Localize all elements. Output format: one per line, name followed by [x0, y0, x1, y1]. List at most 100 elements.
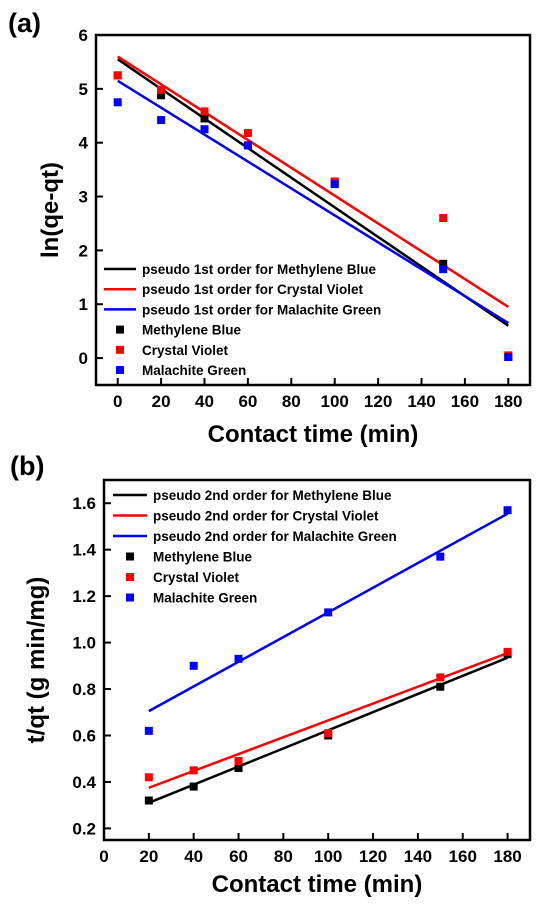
x-tick-label: 80 [274, 847, 293, 866]
legend-item: pseudo 1st order for Malachite Green [104, 302, 381, 317]
x-tick-label: 120 [359, 847, 387, 866]
x-tick-label: 100 [321, 392, 349, 411]
data-point [439, 265, 448, 274]
y-tick-label: 3 [79, 188, 88, 207]
y-tick-label: 0.8 [72, 680, 96, 699]
data-point [189, 782, 198, 791]
y-tick-label: 0 [79, 349, 88, 368]
x-tick-label: 140 [407, 392, 435, 411]
x-tick-label: 140 [404, 847, 432, 866]
data-point [157, 91, 166, 100]
y-tick-label: 1.0 [72, 634, 96, 653]
y-tick-label: 0.6 [72, 726, 96, 745]
fit-line [148, 651, 509, 789]
legend-swatch-point [126, 573, 134, 581]
x-tick-label: 0 [99, 847, 108, 866]
panel-label: (b) [10, 451, 44, 481]
data-point [324, 729, 333, 738]
y-tick-label: 1 [79, 295, 88, 314]
legend-item: Methylene Blue [116, 323, 242, 338]
y-axis-title: t/qt (g min/mg) [23, 577, 50, 744]
x-tick-label: 60 [229, 847, 248, 866]
legend-swatch-point [126, 593, 134, 602]
data-point [243, 129, 252, 137]
y-tick-label: 1.4 [72, 541, 96, 560]
x-tick-label: 120 [364, 392, 392, 411]
y-tick-label: 2 [79, 241, 88, 260]
x-tick-label: 80 [282, 392, 301, 411]
legend-label: Crystal Violet [153, 570, 240, 585]
legend-swatch-point [116, 325, 124, 334]
y-axis-title: ln(qe-qt) [37, 162, 64, 258]
x-tick-label: 180 [494, 392, 522, 411]
legend-label: pseudo 1st order for Crystal Violet [142, 282, 364, 297]
x-tick-label: 160 [451, 392, 479, 411]
data-point [436, 673, 445, 682]
chart-panel-2: (b) 0 20 40 60 80 100 120 140 160 180 0.2 0.4 0.6 0.8 1… [10, 451, 532, 898]
legend-label: Crystal Violet [142, 343, 229, 358]
fit-line [117, 79, 509, 325]
chart-panel-1: (a) 0 20 40 60 80 100 120 140 160 180 0 1 2 3 4 5 6 Contac… [8, 8, 532, 448]
plot-frame [94, 33, 532, 387]
data-point [503, 506, 512, 515]
data-point [436, 682, 445, 691]
data-point [157, 116, 166, 125]
legend-label: pseudo 2nd order for Crystal Violet [153, 509, 379, 524]
legend-item: Malachite Green [126, 591, 257, 606]
legend-item: pseudo 2nd order for Methylene Blue [113, 488, 392, 503]
data-point [113, 71, 122, 80]
legend-item: pseudo 2nd order for Malachite Green [113, 529, 397, 544]
data-point [200, 114, 209, 123]
legend-item: pseudo 1st order for Crystal Violet [104, 282, 364, 297]
legend-label: pseudo 2nd order for Methylene Blue [153, 488, 392, 503]
data-point [189, 766, 198, 775]
legend-label: Methylene Blue [153, 550, 253, 565]
legend-swatch-point [116, 366, 124, 374]
y-tick-label: 6 [79, 26, 88, 45]
data-point [113, 98, 122, 107]
x-tick-label: 180 [493, 847, 521, 866]
x-tick-label: 160 [449, 847, 477, 866]
data-point [439, 214, 448, 223]
plot-frame [102, 478, 532, 842]
y-tick-label: 0.4 [72, 773, 96, 792]
y-tick-label: 5 [79, 80, 88, 99]
x-tick-label: 40 [195, 392, 214, 411]
data-point [504, 353, 513, 361]
data-point [144, 773, 153, 782]
legend-swatch-point [116, 345, 124, 354]
x-tick-label: 20 [139, 847, 158, 866]
x-axis-title: Contact time (min) [212, 871, 423, 898]
data-point [243, 141, 252, 150]
data-point [436, 552, 445, 561]
data-point [144, 726, 153, 735]
legend-item: Malachite Green [116, 363, 246, 378]
data-point [234, 757, 243, 766]
legend-item: pseudo 1st order for Methylene Blue [104, 262, 377, 277]
x-tick-label: 0 [113, 392, 122, 411]
panel-label: (a) [8, 8, 41, 38]
legend-label: pseudo 2nd order for Malachite Green [153, 529, 397, 544]
y-tick-label: 1.6 [72, 494, 96, 513]
legend-label: Malachite Green [153, 591, 257, 606]
data-point [503, 647, 512, 656]
data-point [330, 180, 339, 189]
data-point [157, 85, 166, 94]
data-point [200, 107, 209, 116]
legend-swatch-point [126, 552, 134, 561]
data-point [234, 764, 243, 772]
legend-item: Methylene Blue [126, 550, 253, 565]
x-tick-label: 40 [184, 847, 203, 866]
x-tick-label: 60 [238, 392, 257, 411]
data-point [189, 661, 198, 670]
legend-item: pseudo 2nd order for Crystal Violet [113, 509, 379, 524]
y-tick-label: 1.2 [72, 587, 96, 606]
data-point [200, 125, 209, 134]
data-point [324, 608, 333, 617]
x-axis-title: Contact time (min) [208, 421, 419, 448]
legend-label: Malachite Green [142, 363, 246, 378]
legend-item: Crystal Violet [116, 343, 229, 358]
x-tick-label: 100 [314, 847, 342, 866]
